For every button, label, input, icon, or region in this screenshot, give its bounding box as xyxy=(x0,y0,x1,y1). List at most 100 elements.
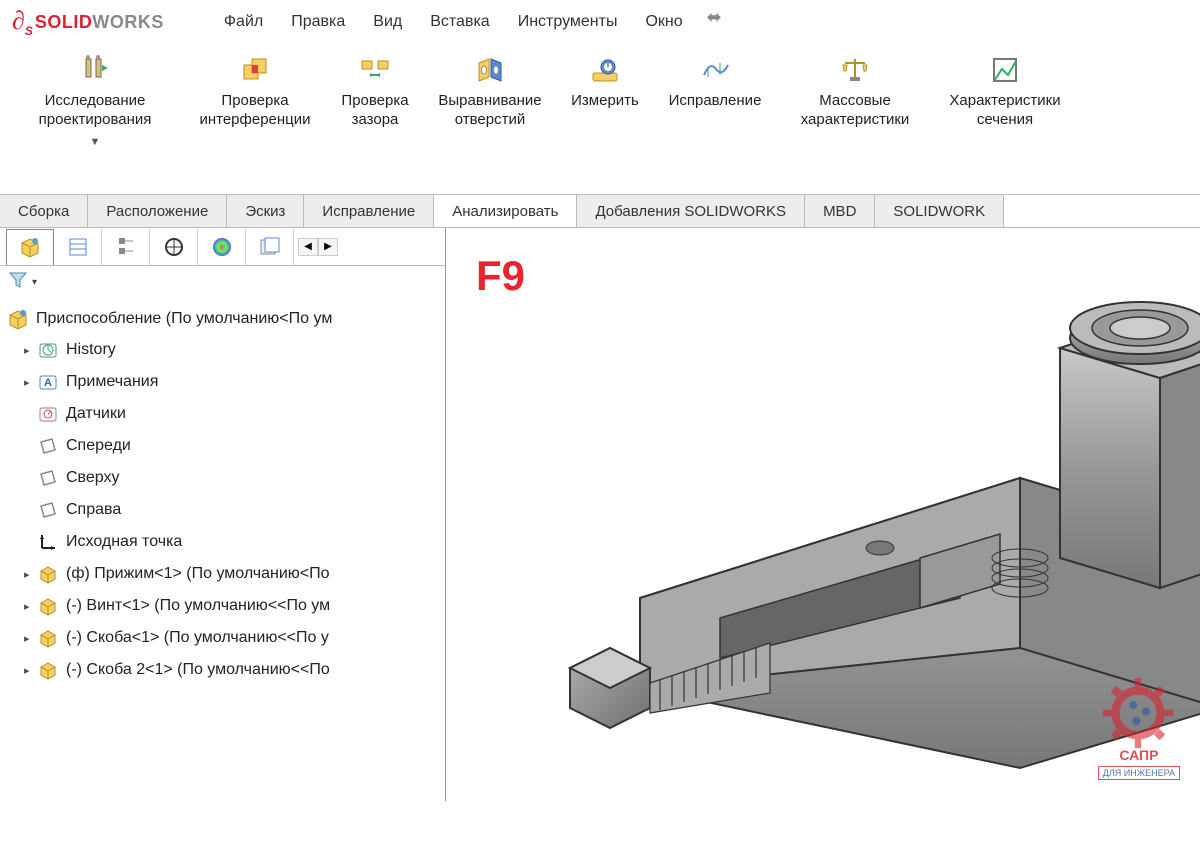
tab-analyze[interactable]: Анализировать xyxy=(434,195,577,227)
design-study-icon xyxy=(79,54,111,86)
tree-item-label: Исходная точка xyxy=(66,533,182,551)
tree-item-label: (ф) Прижим<1> (По умолчанию<По xyxy=(66,565,330,583)
tree-item-label: Датчики xyxy=(66,405,126,423)
dropdown-icon[interactable]: ▼ xyxy=(90,136,101,148)
ribbon-label: Проверкаинтерференции xyxy=(199,92,310,130)
filter-row: ▾ xyxy=(0,266,445,298)
ribbon-label: Проверказазора xyxy=(341,92,408,130)
tab-solidworks[interactable]: SOLIDWORK xyxy=(875,195,1004,227)
tree-item[interactable]: ▸ A Примечания xyxy=(6,366,445,398)
ribbon-mass-props[interactable]: Массовыехарактеристики xyxy=(780,54,930,194)
sidebar-tab-dimxpert[interactable] xyxy=(150,229,198,265)
ribbon-clearance[interactable]: Проверказазора xyxy=(330,54,420,194)
watermark-line2: ДЛЯ ИНЖЕНЕРА xyxy=(1098,766,1180,780)
measure-icon xyxy=(589,54,621,86)
tree-item-label: Примечания xyxy=(66,373,158,391)
watermark-line1: САПР xyxy=(1098,747,1180,763)
ribbon-measure[interactable]: Измерить xyxy=(560,54,650,194)
sidebar-tab-extra[interactable] xyxy=(246,229,294,265)
tree-root[interactable]: Приспособление (По умолчанию<По ум xyxy=(6,304,445,334)
clearance-icon xyxy=(359,54,391,86)
viewport-3d[interactable]: F9 xyxy=(446,228,1200,801)
interference-icon xyxy=(239,54,271,86)
tree-root-label: Приспособление (По умолчанию<По ум xyxy=(36,310,332,328)
tree-item-label: Справа xyxy=(66,501,121,519)
tree-item[interactable]: Датчики xyxy=(6,398,445,430)
tab-mbd[interactable]: MBD xyxy=(805,195,875,227)
sensors-icon xyxy=(36,403,60,425)
section-props-icon xyxy=(989,54,1021,86)
plane-icon xyxy=(36,435,60,457)
sidebar-tab-appearance[interactable] xyxy=(198,229,246,265)
plane-icon xyxy=(36,467,60,489)
pin-icon[interactable]: ⬌ xyxy=(707,7,722,37)
ribbon-label: Исследованиепроектирования xyxy=(39,92,152,130)
sidebar-tab-property[interactable] xyxy=(54,229,102,265)
nav-next-icon[interactable]: ▶ xyxy=(318,238,338,256)
tree-item[interactable]: ▸ (ф) Прижим<1> (По умолчанию<По xyxy=(6,558,445,590)
ribbon-design-study[interactable]: Исследованиепроектирования ▼ xyxy=(10,54,180,194)
feature-tree: Приспособление (По умолчанию<По ум ▸ Hist… xyxy=(0,298,445,801)
sidebar-tab-feature-tree[interactable] xyxy=(6,229,54,265)
expand-icon[interactable]: ▸ xyxy=(24,376,34,389)
hole-align-icon xyxy=(474,54,506,86)
expand-icon[interactable]: ▸ xyxy=(24,632,34,645)
tree-item-label: History xyxy=(66,341,116,359)
tree-item[interactable]: ▸ (-) Винт<1> (По умолчанию<<По ум xyxy=(6,590,445,622)
part-icon xyxy=(36,659,60,681)
menu-tools[interactable]: Инструменты xyxy=(504,7,632,37)
expand-icon[interactable]: ▸ xyxy=(24,600,34,613)
filter-icon[interactable] xyxy=(8,271,32,293)
watermark-gear-icon xyxy=(1098,673,1178,753)
menu-file[interactable]: Файл xyxy=(210,7,277,37)
logo-ds-icon: ∂S xyxy=(12,6,33,38)
ribbon-section-props[interactable]: Характеристикисечения xyxy=(930,54,1080,194)
origin-icon xyxy=(36,531,60,553)
tab-assembly[interactable]: Сборка xyxy=(0,195,88,227)
ribbon-interference[interactable]: Проверкаинтерференции xyxy=(180,54,330,194)
sidebar-tab-config[interactable] xyxy=(102,229,150,265)
tree-item-label: Сверху xyxy=(66,469,120,487)
menu-window[interactable]: Окно xyxy=(631,7,696,37)
tree-item-label: (-) Винт<1> (По умолчанию<<По ум xyxy=(66,597,330,615)
menu-edit[interactable]: Правка xyxy=(277,7,359,37)
ribbon-label: Характеристикисечения xyxy=(949,92,1060,130)
tree-item[interactable]: ▸ History xyxy=(6,334,445,366)
tree-item-label: (-) Скоба<1> (По умолчанию<<По у xyxy=(66,629,329,647)
tree-item[interactable]: Спереди xyxy=(6,430,445,462)
nav-prev-icon[interactable]: ◀ xyxy=(298,238,318,256)
tab-sketch[interactable]: Эскиз xyxy=(227,195,304,227)
svg-text:A: A xyxy=(44,377,52,389)
part-icon xyxy=(36,595,60,617)
ribbon-deviation[interactable]: Исправление xyxy=(650,54,780,194)
tab-layout[interactable]: Расположение xyxy=(88,195,227,227)
tree-item[interactable]: Сверху xyxy=(6,462,445,494)
sidebar-tabs: ◀ ▶ xyxy=(0,228,445,266)
tree-item[interactable]: ▸ (-) Скоба<1> (По умолчанию<<По у xyxy=(6,622,445,654)
command-tabs: Сборка Расположение Эскиз Исправление Ан… xyxy=(0,194,1200,228)
expand-icon[interactable]: ▸ xyxy=(24,344,34,357)
tree-item[interactable]: Справа xyxy=(6,494,445,526)
tree-item-label: Спереди xyxy=(66,437,131,455)
filter-dropdown-icon[interactable]: ▾ xyxy=(32,277,37,288)
logo-solid: SOLID xyxy=(35,12,93,33)
expand-icon[interactable]: ▸ xyxy=(24,568,34,581)
tree-item[interactable]: Исходная точка xyxy=(6,526,445,558)
tree-item[interactable]: ▸ (-) Скоба 2<1> (По умолчанию<<По xyxy=(6,654,445,686)
ribbon-label: Выравниваниеотверстий xyxy=(438,92,541,130)
tab-evaluate-fix[interactable]: Исправление xyxy=(304,195,434,227)
feature-tree-panel: ◀ ▶ ▾ Приспособление (По умолчанию<По ум… xyxy=(0,228,446,801)
notes-icon: A xyxy=(36,371,60,393)
logo-works: WORKS xyxy=(92,12,164,33)
ribbon-hole-alignment[interactable]: Выравниваниеотверстий xyxy=(420,54,560,194)
deviation-icon xyxy=(699,54,731,86)
expand-icon[interactable]: ▸ xyxy=(24,664,34,677)
ribbon-label: Исправление xyxy=(669,92,762,111)
tab-addins[interactable]: Добавления SOLIDWORKS xyxy=(577,195,805,227)
tree-item-label: (-) Скоба 2<1> (По умолчанию<<По xyxy=(66,661,330,679)
ribbon-label: Измерить xyxy=(571,92,639,111)
menu-view[interactable]: Вид xyxy=(359,7,416,37)
menu-bar: Файл Правка Вид Вставка Инструменты Окно… xyxy=(210,7,722,37)
menu-insert[interactable]: Вставка xyxy=(416,7,503,37)
sidebar-tab-nav: ◀ ▶ xyxy=(298,238,338,256)
